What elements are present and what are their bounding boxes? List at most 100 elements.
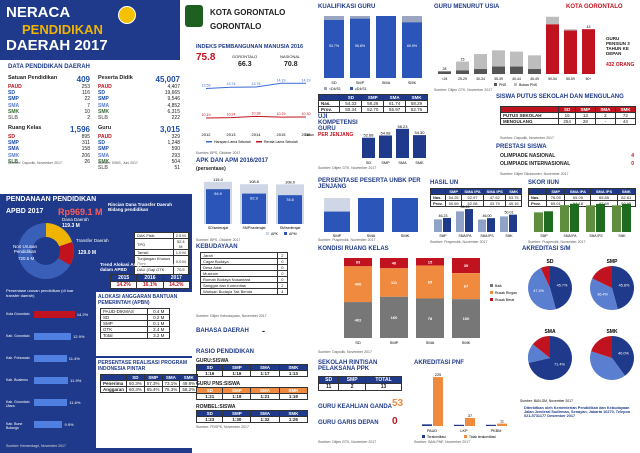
apm-legend: APM xyxy=(289,232,297,236)
list-item: SLB 2 xyxy=(8,115,90,121)
region-prov: GORONTALO xyxy=(210,22,262,31)
pendanaan-bar-row: Kab. Gorontalo 12.9% xyxy=(6,328,88,350)
table-cell: 50.34 xyxy=(339,106,363,113)
peserta-block: Peserta Didik 45,007 PAUD 4,407 SD 19,665 SMP… xyxy=(98,75,180,121)
table-cell: Prov. xyxy=(317,106,341,113)
list-item-value: 22 xyxy=(84,96,90,103)
kondisi-bar-seg xyxy=(380,296,408,338)
satuan-total: 409 xyxy=(76,75,90,84)
unbk-title: PERSENTASE PESERTA UNBK PER JENJANG xyxy=(318,178,421,190)
table-header-cell: SMA IPS xyxy=(483,188,507,195)
iiun-category: SMA IPS xyxy=(589,234,603,238)
list-item: SMP 22 xyxy=(8,96,90,102)
ruang-block: Ruang Kelas 1,596 SD 895 SMP 311 SMA 158 SMK 206… xyxy=(8,125,90,165)
table-cell: 52.70 xyxy=(361,106,385,113)
pendanaan-bar-value: 11.6% xyxy=(69,400,81,405)
hasil-category: SMA IPA xyxy=(459,234,473,238)
kondisi-seg-label: 15 xyxy=(428,259,433,264)
table-row: Total 3.2 M xyxy=(99,332,170,339)
hasil-bar-2017 xyxy=(443,217,451,232)
pendanaan-bar xyxy=(34,333,72,340)
peserta-total: 45,007 xyxy=(155,75,180,84)
apbd-value: Rp969.1 M xyxy=(58,207,103,217)
guru-umur-source: Sumber: Ditjen GTK, November 2017 xyxy=(434,88,493,92)
akr-slice-label: 45.7% xyxy=(557,283,568,287)
ipm-title: INDEKS PEMBANGUNAN MANUSIA 2016 xyxy=(196,44,304,50)
ukg-value: 52.68 xyxy=(363,133,374,138)
realisasi-table: SD SMP SMA SMK Penerima 60.3% 57.3% 73.1% 49.8% A… xyxy=(99,374,199,393)
pnf-value: 225 xyxy=(435,373,441,377)
table-cell: 1:21 xyxy=(250,393,280,400)
list-item-label: SD xyxy=(98,140,105,147)
list-item-label: SD xyxy=(98,90,105,97)
list-item-value: 1,248 xyxy=(167,140,180,147)
keahlian-title: GURU KEAHLIAN GANDA xyxy=(318,404,392,410)
umur-bar-pns xyxy=(438,71,451,74)
kondisi-seg-label: 93 xyxy=(356,260,361,265)
peserta-label: Peserta Didik xyxy=(98,75,133,81)
table-cell: 16.1% xyxy=(136,281,164,289)
kondisi-legend: Baik xyxy=(495,284,502,288)
pnf-bar-tidak xyxy=(465,417,475,426)
putus-source: Sumber: Dapodik, November 2017 xyxy=(500,136,554,140)
list-item: SMK 504 xyxy=(98,159,180,165)
list-item-value: 253 xyxy=(81,84,90,90)
pnf-category: PAUD xyxy=(427,429,438,433)
list-item-label: SD xyxy=(8,90,15,97)
pnf-bar-akred xyxy=(454,424,464,426)
kebudayaan-table: Jarah 2 Cagar Budaya 0 Desa Adat 0 Museum 0 Ruma… xyxy=(200,252,289,295)
ipm-chart: 13.59 13.74 13.76 14.19 14.19 10.19 10.24 10.38… xyxy=(202,78,315,144)
table-row: 1:16 1:16 1:17 1:13 xyxy=(195,370,309,377)
umur-legend-pns-swatch xyxy=(494,83,497,86)
data-source-2: Sumber: EMIS, Juni 2017 xyxy=(98,161,138,165)
table-header-row: SMP SMA IPA SMA IPS SMK xyxy=(527,188,637,195)
apk-title: APK DAN APM 2016/2017 xyxy=(196,158,269,164)
rasio-panel: GURU:SISWA SD SMP SMA SMK 1:16 1:16 1:17 1:13 G… xyxy=(195,358,314,450)
pendanaan-source: Sumber: Kemendagri, November 2017 xyxy=(6,444,66,448)
table-row: TPG 52.4 M xyxy=(134,238,190,250)
iiun-bar-2016 xyxy=(586,205,595,232)
pendanaan-bar-row: Kab. Boalemo 11.9% xyxy=(6,372,88,394)
hasil-un-chart: 46.23 SMP 56.45 SMA IPA 46.00 SMA IPS 50.01 SMK xyxy=(434,205,517,238)
table-row: Prov. 50.34 52.70 55.97 52.76 xyxy=(317,106,428,113)
akr-pie-title: SD xyxy=(547,259,554,265)
list-item-label: SMP xyxy=(8,96,19,103)
kondisi-bar-seg xyxy=(344,302,372,338)
header-banner: NERACA PENDIDIKAN DAERAH 2017 xyxy=(0,0,180,60)
umur-label: 15 xyxy=(461,58,465,62)
ukg-value: 54.30 xyxy=(414,130,425,135)
transfer-value: 129.0 M xyxy=(78,250,97,256)
ipm-legend-hls-swatch xyxy=(206,141,212,143)
ipm-point-label: 10.29 xyxy=(277,112,286,116)
pnf-legend: Tidak terakreditasi xyxy=(469,435,496,439)
data-pendidikan-title: DATA PENDIDIKAN DAERAH xyxy=(8,64,90,70)
akr-slice-label: 45.8% xyxy=(619,283,630,287)
table-header-row: SD SMP SMA SMK xyxy=(195,364,309,371)
list-item-value: 19,665 xyxy=(164,90,180,97)
kondisi-bar-seg xyxy=(344,266,372,303)
table-header-row: SD SMP TOTAL xyxy=(317,376,402,384)
table-cell: 57.3% xyxy=(143,380,163,387)
guru-umur-chart: 28 <24 15 25-29 30-34 35-39 40-44 45-49 50-54 55-… xyxy=(438,16,595,87)
table-cell: 73.1% xyxy=(161,380,181,387)
pnf-legend: Terakreditasi xyxy=(427,435,446,439)
rasio-guru-siswa-table: SD SMP SMA SMK 1:16 1:16 1:17 1:13 xyxy=(195,364,309,377)
table-cell: 28 xyxy=(575,118,596,125)
ipm-tick-label: 2014 xyxy=(252,132,262,137)
iiun-category: SMK xyxy=(618,234,626,238)
kondisi-legend: Rusak Ringan xyxy=(495,291,517,295)
kondisi-seg-label: 160 xyxy=(391,315,398,320)
garis-depan-source: Sumber: Ditjen GTK, November 2017 xyxy=(318,440,377,444)
list-item-label: SMK xyxy=(98,108,110,115)
dana-daerah-label: Dana Daerah xyxy=(62,217,89,222)
ukg-chart: 52.68 SD 54.08 SMP 58.23 SMA 54.30 SMK xyxy=(362,124,426,165)
list-item: SMA 4,852 xyxy=(98,103,180,109)
table-cell: 14.2% xyxy=(109,281,138,289)
apm-legend-swatch xyxy=(284,232,287,235)
guru-total: 3,015 xyxy=(159,125,180,134)
iiun-bar-2016 xyxy=(560,205,569,232)
persentase-label: Persentase urusan pendidikan (di luar tr… xyxy=(6,288,74,298)
ipm-nasional-label: NASIONAL xyxy=(280,54,301,59)
unbk-bar xyxy=(392,198,418,232)
akreditasi-title: AKREDITASI S/M xyxy=(522,246,571,252)
